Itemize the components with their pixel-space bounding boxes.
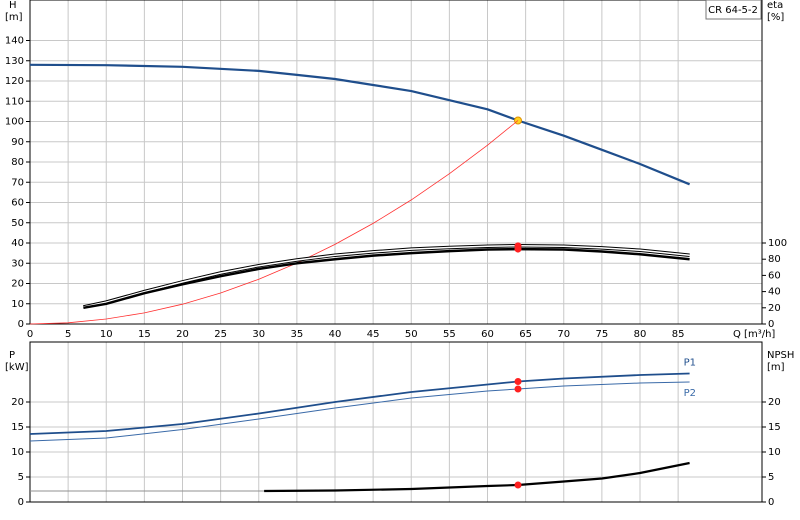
y-tick-label: 10 bbox=[11, 447, 24, 458]
x-tick-label: 50 bbox=[405, 329, 418, 340]
y2-tick-label: 15 bbox=[768, 422, 781, 433]
series-label: P1 bbox=[684, 358, 696, 369]
y2-tick-label: 80 bbox=[768, 254, 781, 265]
duty-point bbox=[514, 378, 522, 385]
x-tick-label: 25 bbox=[214, 329, 227, 340]
x-tick-label: 45 bbox=[367, 329, 380, 340]
x-tick-label: 80 bbox=[634, 329, 647, 340]
duty-point bbox=[514, 481, 522, 489]
chart-title: CR 64-5-2 bbox=[708, 5, 758, 16]
duty-point bbox=[514, 245, 522, 253]
y2-tick-label: 0 bbox=[768, 497, 774, 508]
x-tick-label: 15 bbox=[138, 329, 151, 340]
curve bbox=[29, 63, 691, 186]
curve bbox=[29, 120, 519, 325]
curve bbox=[29, 372, 690, 435]
x-tick-label: 85 bbox=[672, 329, 685, 340]
y-tick-label: 30 bbox=[11, 258, 24, 269]
y-tick-label: 5 bbox=[18, 472, 24, 483]
y-axis-unit: [kW] bbox=[5, 362, 29, 373]
y-tick-label: 0 bbox=[18, 319, 24, 330]
y-tick-label: 130 bbox=[5, 56, 24, 67]
y2-tick-label: 60 bbox=[768, 270, 781, 281]
y-tick-label: 120 bbox=[5, 76, 24, 87]
duty-point bbox=[514, 385, 522, 393]
x-tick-label: 35 bbox=[291, 329, 304, 340]
x-tick-label: 10 bbox=[100, 329, 113, 340]
y-tick-label: 100 bbox=[5, 117, 24, 128]
y-tick-label: 90 bbox=[11, 137, 24, 148]
plot-frame bbox=[29, 341, 763, 503]
series-label: P2 bbox=[684, 388, 696, 399]
y2-tick-label: 10 bbox=[768, 447, 781, 458]
y-tick-label: 140 bbox=[5, 36, 24, 47]
y-tick-label: 15 bbox=[11, 422, 24, 433]
plot-frame bbox=[29, 0, 763, 325]
curve bbox=[83, 247, 690, 310]
y2-axis-unit: [m] bbox=[767, 362, 785, 373]
y-tick-label: 50 bbox=[11, 218, 24, 229]
y2-axis-label: NPSH bbox=[767, 350, 794, 361]
y2-axis-unit: [%] bbox=[767, 12, 784, 23]
y2-tick-label: 0 bbox=[768, 319, 774, 330]
y-tick-label: 20 bbox=[11, 279, 24, 290]
y-tick-label: 10 bbox=[11, 299, 24, 310]
x-tick-label: 30 bbox=[252, 329, 265, 340]
y2-tick-label: 40 bbox=[768, 287, 781, 298]
y-axis-label: H bbox=[9, 0, 17, 11]
x-tick-label: 70 bbox=[557, 329, 570, 340]
y2-tick-label: 20 bbox=[768, 397, 781, 408]
x-tick-label: 5 bbox=[65, 329, 71, 340]
y-axis-label: P bbox=[9, 350, 15, 361]
x-tick-label: 65 bbox=[519, 329, 532, 340]
y-tick-label: 20 bbox=[11, 397, 24, 408]
y-tick-label: 40 bbox=[11, 238, 24, 249]
y-axis-unit: [m] bbox=[5, 12, 23, 23]
x-tick-label: 40 bbox=[329, 329, 342, 340]
y-tick-label: 60 bbox=[11, 198, 24, 209]
y2-tick-label: 5 bbox=[768, 472, 774, 483]
y-tick-label: 110 bbox=[5, 96, 24, 107]
y-tick-label: 80 bbox=[11, 157, 24, 168]
curve bbox=[29, 381, 690, 442]
x-axis-label: Q [m³/h] bbox=[733, 329, 775, 340]
y2-tick-label: 20 bbox=[768, 303, 781, 314]
curve-inner bbox=[83, 245, 690, 308]
y2-axis-label: eta bbox=[767, 0, 783, 11]
y-tick-label: 70 bbox=[11, 177, 24, 188]
title-box bbox=[705, 0, 762, 20]
x-tick-label: 75 bbox=[596, 329, 609, 340]
y2-tick-label: 100 bbox=[768, 238, 787, 249]
y-tick-label: 0 bbox=[18, 497, 24, 508]
x-tick-label: 0 bbox=[27, 329, 33, 340]
x-tick-label: 20 bbox=[176, 329, 189, 340]
x-tick-label: 60 bbox=[481, 329, 494, 340]
x-tick-label: 55 bbox=[443, 329, 456, 340]
